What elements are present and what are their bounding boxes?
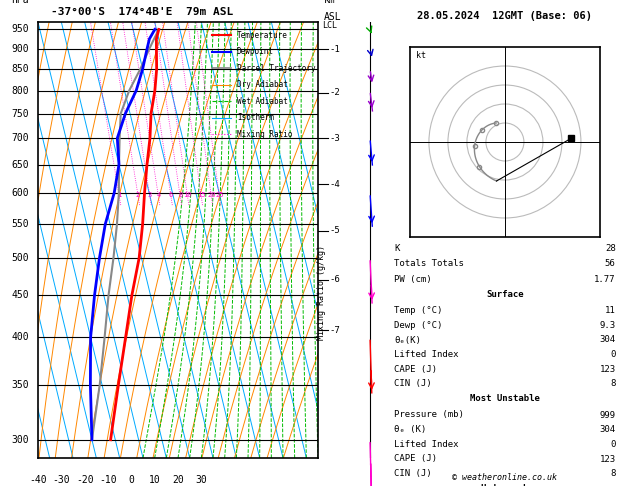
Text: 8: 8 bbox=[610, 379, 616, 388]
Text: 25: 25 bbox=[215, 192, 223, 198]
Text: km: km bbox=[324, 0, 335, 4]
Text: -3: -3 bbox=[330, 134, 340, 142]
Text: 28: 28 bbox=[605, 244, 616, 253]
Text: Lifted Index: Lifted Index bbox=[394, 350, 459, 359]
Text: 550: 550 bbox=[11, 219, 29, 229]
Text: ASL: ASL bbox=[324, 12, 342, 22]
Text: PW (cm): PW (cm) bbox=[394, 275, 432, 284]
Text: Surface: Surface bbox=[486, 290, 524, 299]
Text: -40: -40 bbox=[29, 475, 47, 486]
Text: 650: 650 bbox=[11, 159, 29, 170]
Text: Pressure (mb): Pressure (mb) bbox=[394, 411, 464, 419]
Text: Mixing Ratio: Mixing Ratio bbox=[237, 130, 292, 139]
Text: 700: 700 bbox=[11, 133, 29, 143]
Text: 900: 900 bbox=[11, 44, 29, 53]
Text: 6: 6 bbox=[169, 192, 173, 198]
Text: CAPE (J): CAPE (J) bbox=[394, 454, 437, 464]
Text: 0: 0 bbox=[128, 475, 134, 486]
Text: 1.77: 1.77 bbox=[594, 275, 616, 284]
Text: 11: 11 bbox=[605, 306, 616, 315]
Text: 350: 350 bbox=[11, 380, 29, 390]
Text: -20: -20 bbox=[76, 475, 94, 486]
Text: 8: 8 bbox=[178, 192, 182, 198]
Text: -5: -5 bbox=[330, 226, 340, 235]
Text: Dewp (°C): Dewp (°C) bbox=[394, 321, 443, 330]
Text: 10: 10 bbox=[183, 192, 192, 198]
Text: Wet Adiabat: Wet Adiabat bbox=[237, 97, 287, 106]
Text: 10: 10 bbox=[149, 475, 160, 486]
Text: Temp (°C): Temp (°C) bbox=[394, 306, 443, 315]
Text: hPa: hPa bbox=[11, 0, 29, 4]
Text: -7: -7 bbox=[330, 326, 340, 335]
Text: -37°00'S  174°4B'E  79m ASL: -37°00'S 174°4B'E 79m ASL bbox=[50, 7, 233, 17]
Text: Totals Totals: Totals Totals bbox=[394, 260, 464, 268]
Text: Parcel Trajectory: Parcel Trajectory bbox=[237, 64, 315, 73]
Text: © weatheronline.co.uk: © weatheronline.co.uk bbox=[452, 473, 557, 482]
Text: CIN (J): CIN (J) bbox=[394, 469, 432, 478]
Text: -30: -30 bbox=[52, 475, 70, 486]
Text: kt: kt bbox=[416, 52, 426, 60]
Text: -1: -1 bbox=[330, 45, 340, 54]
Text: 15: 15 bbox=[197, 192, 206, 198]
Text: 300: 300 bbox=[11, 435, 29, 445]
Text: LCL: LCL bbox=[322, 21, 337, 30]
Text: 0: 0 bbox=[610, 440, 616, 449]
Text: 56: 56 bbox=[605, 260, 616, 268]
Text: 0: 0 bbox=[610, 350, 616, 359]
Text: 850: 850 bbox=[11, 64, 29, 74]
Text: Dry Adiabat: Dry Adiabat bbox=[237, 80, 287, 89]
Text: 304: 304 bbox=[599, 335, 616, 345]
Text: Hodograph: Hodograph bbox=[481, 485, 529, 486]
Text: 9.3: 9.3 bbox=[599, 321, 616, 330]
Text: 450: 450 bbox=[11, 291, 29, 300]
Text: 950: 950 bbox=[11, 24, 29, 35]
Text: K: K bbox=[394, 244, 399, 253]
Text: 8: 8 bbox=[610, 469, 616, 478]
Text: 304: 304 bbox=[599, 425, 616, 434]
Text: 999: 999 bbox=[599, 411, 616, 419]
Text: 123: 123 bbox=[599, 454, 616, 464]
Text: 4: 4 bbox=[156, 192, 160, 198]
Text: 750: 750 bbox=[11, 108, 29, 119]
Text: CAPE (J): CAPE (J) bbox=[394, 364, 437, 374]
Text: Dewpoint: Dewpoint bbox=[237, 47, 274, 56]
Text: Mixing Ratio (g/kg): Mixing Ratio (g/kg) bbox=[316, 245, 326, 340]
Text: 600: 600 bbox=[11, 188, 29, 198]
Text: 28.05.2024  12GMT (Base: 06): 28.05.2024 12GMT (Base: 06) bbox=[418, 11, 593, 21]
Text: 500: 500 bbox=[11, 253, 29, 263]
Text: -6: -6 bbox=[330, 276, 340, 284]
Text: -4: -4 bbox=[330, 180, 340, 189]
Text: CIN (J): CIN (J) bbox=[394, 379, 432, 388]
Text: 20: 20 bbox=[207, 192, 216, 198]
Text: 20: 20 bbox=[172, 475, 184, 486]
Text: 400: 400 bbox=[11, 332, 29, 342]
Text: 1: 1 bbox=[117, 192, 121, 198]
Text: -2: -2 bbox=[330, 88, 340, 97]
Text: θₑ (K): θₑ (K) bbox=[394, 425, 426, 434]
Text: -10: -10 bbox=[99, 475, 117, 486]
Text: Lifted Index: Lifted Index bbox=[394, 440, 459, 449]
Text: 2: 2 bbox=[136, 192, 140, 198]
Text: 800: 800 bbox=[11, 86, 29, 96]
Text: Most Unstable: Most Unstable bbox=[470, 394, 540, 403]
Text: θₑ(K): θₑ(K) bbox=[394, 335, 421, 345]
Text: 3: 3 bbox=[148, 192, 152, 198]
Text: 123: 123 bbox=[599, 364, 616, 374]
Text: Temperature: Temperature bbox=[237, 31, 287, 39]
Text: 30: 30 bbox=[196, 475, 207, 486]
Text: Isotherm: Isotherm bbox=[237, 113, 274, 122]
